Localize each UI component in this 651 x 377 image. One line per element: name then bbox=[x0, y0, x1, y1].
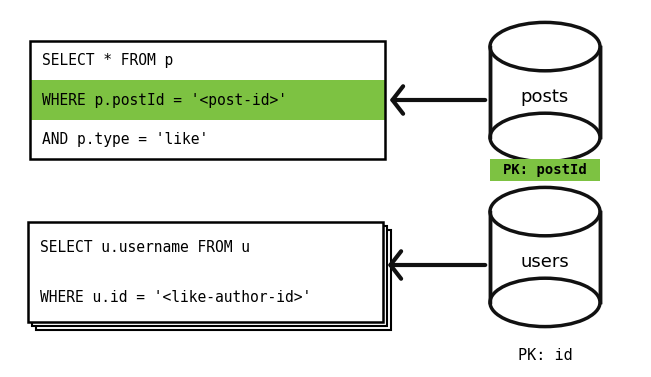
Bar bbox=[36, 230, 391, 330]
Bar bbox=[30, 41, 385, 159]
Bar bbox=[28, 222, 383, 322]
Ellipse shape bbox=[490, 22, 600, 71]
Text: WHERE u.id = '<like-author-id>': WHERE u.id = '<like-author-id>' bbox=[40, 290, 311, 305]
Bar bbox=[490, 159, 600, 181]
Bar bbox=[32, 226, 387, 326]
Ellipse shape bbox=[490, 113, 600, 162]
Bar bbox=[28, 222, 383, 322]
Polygon shape bbox=[490, 47, 600, 137]
Bar bbox=[30, 41, 385, 159]
Ellipse shape bbox=[490, 187, 600, 236]
Text: WHERE p.postId = '<post-id>': WHERE p.postId = '<post-id>' bbox=[42, 92, 287, 107]
Text: PK: id: PK: id bbox=[518, 348, 572, 363]
Text: SELECT * FROM p: SELECT * FROM p bbox=[42, 53, 173, 68]
Text: posts: posts bbox=[521, 88, 569, 106]
Ellipse shape bbox=[490, 278, 600, 326]
Text: users: users bbox=[521, 253, 570, 271]
Text: PK: postId: PK: postId bbox=[503, 163, 587, 177]
Text: AND p.type = 'like': AND p.type = 'like' bbox=[42, 132, 208, 147]
Text: SELECT u.username FROM u: SELECT u.username FROM u bbox=[40, 239, 250, 254]
Polygon shape bbox=[490, 211, 600, 302]
Bar bbox=[30, 80, 385, 120]
